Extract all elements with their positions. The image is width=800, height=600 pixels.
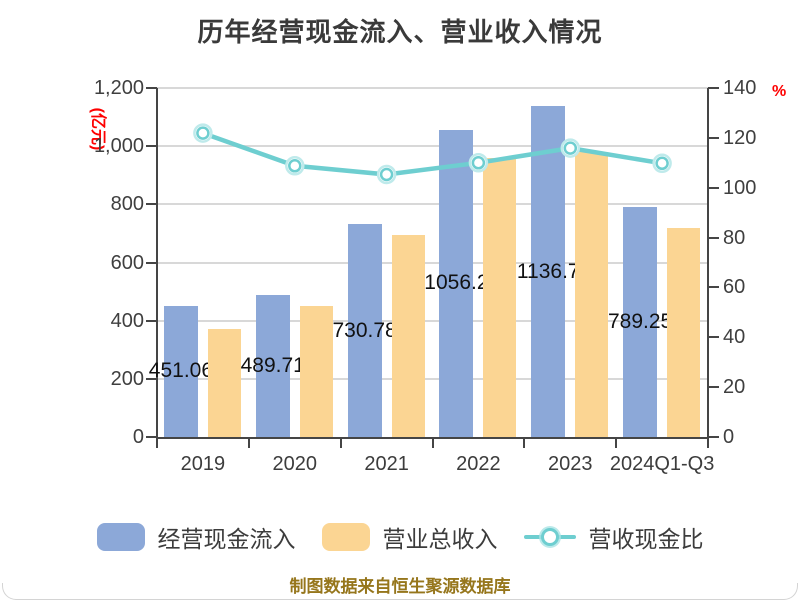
right-axis-line: [707, 88, 709, 439]
right-axis-tick-label: 40: [723, 326, 746, 349]
bar-cash-inflow-2024Q1-Q3: [623, 207, 658, 437]
bar-revenue-2022: [483, 157, 517, 437]
right-axis-unit: %: [772, 83, 787, 100]
bar-revenue-2020: [299, 306, 333, 437]
gridline: [157, 377, 708, 380]
value-label-cash-inflow-2021: 730.78: [332, 318, 397, 342]
x-axis-tick: [247, 439, 250, 448]
cash-inflow-swatch-icon: [96, 523, 145, 551]
left-axis-tick-label: 200: [110, 367, 144, 390]
right-axis-tick: [708, 136, 719, 139]
left-axis-tick: [146, 377, 157, 380]
left-axis-tick-label: 400: [110, 309, 144, 332]
right-axis-tick-label: 0: [723, 426, 735, 448]
bar-cash-inflow-2020: [255, 294, 290, 437]
bar-revenue-2024Q1-Q3: [667, 227, 701, 437]
left-axis-tick: [146, 145, 157, 148]
bar-revenue-2019: [207, 329, 241, 437]
left-axis-tick: [146, 261, 157, 264]
legend-label-ratio: 营收现金比: [588, 526, 704, 552]
x-axis-tick: [615, 439, 618, 448]
left-axis-tick: [146, 87, 157, 89]
left-axis-tick-label: 600: [110, 251, 144, 274]
left-axis-tick-label: 1,000: [93, 135, 144, 158]
x-axis-category-label: 2024Q1-Q3: [609, 453, 715, 475]
gridline: [157, 261, 708, 264]
x-axis-tick: [339, 439, 342, 448]
x-axis-tick: [156, 439, 158, 448]
right-axis-tick: [708, 87, 719, 89]
left-axis-tick: [146, 203, 157, 206]
left-axis-line: [156, 88, 158, 439]
ratio-line-marker-icon: [523, 523, 576, 551]
right-axis-tick-label: 60: [723, 276, 746, 299]
right-axis-tick: [708, 286, 719, 289]
legend-item-revenue[interactable]: 营业总收入: [321, 520, 498, 554]
gridline: [157, 319, 708, 322]
x-axis-tick: [523, 439, 526, 448]
right-axis-tick: [708, 336, 719, 339]
legend-label-revenue: 营业总收入: [382, 526, 498, 552]
gridline: [157, 203, 708, 206]
bar-cash-inflow-2022: [439, 129, 474, 437]
data-source-credit: 制图数据来自恒生聚源数据库: [289, 577, 511, 596]
right-axis-tick-label: 100: [723, 176, 757, 199]
bar-cash-inflow-2019: [163, 305, 198, 437]
right-axis-tick-label: 80: [723, 226, 746, 249]
left-axis-tick-label: 1,200: [93, 77, 144, 99]
right-axis-tick: [708, 386, 719, 389]
x-axis-category-label: 2022: [456, 453, 501, 475]
bar-cash-inflow-2021: [347, 224, 382, 437]
revenue-swatch-icon: [321, 523, 370, 551]
value-label-cash-inflow-2024Q1-Q3: 789.25: [607, 310, 673, 334]
bar-revenue-2021: [391, 235, 425, 437]
value-label-cash-inflow-2020: 489.71: [240, 353, 305, 377]
right-axis-tick-label: 120: [723, 126, 757, 149]
x-axis-category-label: 2020: [272, 453, 318, 475]
value-label-cash-inflow-2019: 451.06: [148, 359, 214, 383]
value-label-cash-inflow-2022: 1056.2: [424, 271, 489, 295]
right-axis-tick-label: 140: [723, 77, 757, 99]
x-axis-tick: [707, 439, 709, 448]
legend: 经营现金流入 营业总收入 营收现金比: [0, 520, 800, 554]
x-axis-category-label: 2023: [548, 453, 593, 475]
bar-revenue-2023: [575, 151, 609, 437]
legend-label-cash-inflow: 经营现金流入: [157, 526, 296, 552]
x-axis-line: [156, 437, 709, 439]
right-axis-tick-label: 20: [723, 376, 746, 399]
gridline: [157, 145, 708, 148]
gridline: [157, 87, 708, 89]
left-axis-tick-label: 800: [110, 193, 144, 216]
legend-item-cash-inflow[interactable]: 经营现金流入: [96, 520, 296, 554]
legend-item-ratio[interactable]: 营收现金比: [523, 520, 704, 554]
right-axis-tick: [708, 236, 719, 239]
left-axis-tick: [146, 319, 157, 322]
right-axis-tick: [708, 186, 719, 189]
x-axis-category-label: 2021: [364, 453, 409, 475]
chart-title: 历年经营现金流入、营业收入情况: [197, 17, 603, 47]
x-axis-tick: [431, 439, 434, 448]
left-axis-tick: [146, 436, 157, 438]
left-axis-tick-label: 0: [132, 426, 144, 448]
value-label-cash-inflow-2023: 1136.7: [516, 259, 580, 283]
x-axis-category-label: 2019: [180, 453, 226, 475]
right-axis-tick: [708, 436, 719, 438]
